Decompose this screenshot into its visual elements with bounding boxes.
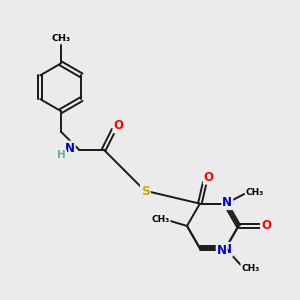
Text: N: N bbox=[222, 243, 232, 256]
Text: CH₃: CH₃ bbox=[51, 34, 70, 43]
Text: O: O bbox=[114, 119, 124, 132]
Text: CH₃: CH₃ bbox=[152, 215, 170, 224]
Text: N: N bbox=[222, 196, 232, 209]
Text: CH₃: CH₃ bbox=[241, 264, 260, 273]
Text: O: O bbox=[204, 171, 214, 184]
Text: S: S bbox=[141, 185, 150, 198]
Text: CH₃: CH₃ bbox=[246, 188, 264, 196]
Text: N: N bbox=[65, 142, 75, 154]
Text: H: H bbox=[57, 150, 66, 160]
Text: O: O bbox=[261, 220, 271, 232]
Text: N: N bbox=[217, 244, 227, 257]
